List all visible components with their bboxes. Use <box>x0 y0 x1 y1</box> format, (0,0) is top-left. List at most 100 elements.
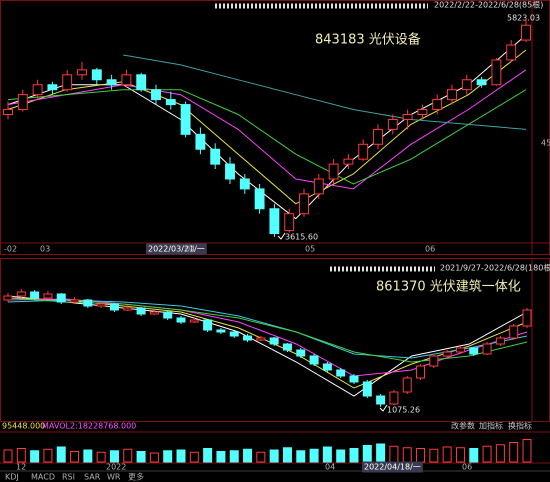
tab[interactable]: MACD <box>31 473 55 482</box>
candle-body <box>522 309 532 327</box>
volume-bar <box>282 447 292 463</box>
volume-bar <box>416 448 426 463</box>
tab[interactable]: WR <box>107 473 121 482</box>
candle-body <box>491 59 502 86</box>
volume-bar <box>149 452 159 463</box>
candle-body <box>269 208 280 235</box>
candle-body <box>506 44 517 61</box>
candle-body <box>432 99 443 111</box>
candle-body <box>521 24 531 41</box>
top-title: 843183 光伏设备 <box>315 32 421 48</box>
volume-bar <box>163 450 173 463</box>
candle-body <box>349 375 359 383</box>
moving-average <box>7 89 527 185</box>
candle-body <box>136 74 147 91</box>
candle-body <box>165 99 176 106</box>
volume-bar <box>376 443 386 463</box>
candle-body <box>47 84 58 91</box>
candle-body <box>30 291 40 299</box>
volume-bar <box>389 445 399 463</box>
volume-bar <box>309 448 319 463</box>
x-tick-label: 06 <box>462 463 472 472</box>
x-tick-label: 05 <box>305 245 315 254</box>
volume-bar <box>56 446 66 463</box>
candle-body <box>509 325 519 339</box>
volume-bar <box>83 449 93 463</box>
low-label: 1075.26 <box>387 406 420 415</box>
volume-bar <box>429 448 439 463</box>
candle-body <box>210 148 221 165</box>
x-tick-label: 2022/03/21/一 <box>148 245 205 254</box>
candle-body <box>482 343 492 355</box>
x-tick-label: 06 <box>425 245 435 254</box>
volume-bar <box>469 448 479 463</box>
candle-body <box>195 133 206 150</box>
volume-bar <box>349 448 359 463</box>
candle-body <box>461 79 472 91</box>
volume-bar <box>442 446 452 463</box>
candle-body <box>389 391 399 405</box>
volume-bar <box>30 450 40 463</box>
candle-body <box>269 337 279 345</box>
candle-body <box>336 369 346 377</box>
candle-body <box>313 178 324 195</box>
top-header: 2022/2/22-2022/6/28(85根) <box>434 0 543 10</box>
candle-body <box>309 355 319 365</box>
volume-bar <box>109 450 119 463</box>
tab[interactable]: 更多 <box>128 472 144 482</box>
candle-body <box>429 355 439 367</box>
x-tick-label: 2022 <box>106 463 126 472</box>
candle-body <box>225 163 235 180</box>
candle-body <box>16 291 26 297</box>
candle-body <box>96 303 106 307</box>
candle-body <box>416 365 426 379</box>
volume-bar <box>243 448 253 463</box>
x-tick-label: 04 <box>325 463 335 472</box>
moving-average <box>7 299 528 359</box>
candle-body <box>123 307 133 311</box>
candle-body <box>417 109 428 116</box>
tab[interactable]: KDJ <box>5 473 19 482</box>
candle-body <box>180 104 191 135</box>
candle-body <box>328 163 339 180</box>
candle-body <box>387 118 398 130</box>
low-arrow <box>277 232 286 240</box>
volume-bar <box>296 450 306 463</box>
candle-body <box>91 69 102 81</box>
moving-average <box>7 297 528 389</box>
candle-body <box>216 329 226 333</box>
high-label: 5823.03 <box>507 14 540 23</box>
candle-body <box>176 317 186 323</box>
moving-average <box>123 54 527 130</box>
volume-bar <box>522 439 532 463</box>
candle-body <box>239 178 250 190</box>
moving-average <box>7 297 528 363</box>
low-label: 3615.60 <box>285 233 318 242</box>
candle-body <box>3 295 13 301</box>
volume-bar <box>402 447 412 463</box>
x-tick-label: 03 <box>40 245 50 254</box>
candle-body <box>3 109 13 116</box>
button[interactable]: 换指标 <box>508 421 532 431</box>
candle-body <box>455 347 465 353</box>
moving-average <box>7 295 528 397</box>
candle-body <box>106 79 117 86</box>
volume-bar <box>123 448 133 463</box>
candle-body <box>296 349 306 357</box>
tab[interactable]: SAR <box>84 473 101 482</box>
candle-body <box>149 311 159 315</box>
candle-body <box>299 193 309 215</box>
candle-body <box>62 74 73 91</box>
candle-body <box>373 128 383 145</box>
candle-body <box>358 143 369 160</box>
tab[interactable]: RSI <box>62 473 75 482</box>
button[interactable]: 改参数 <box>451 421 475 431</box>
button[interactable]: 加指标 <box>479 421 503 431</box>
volume-bar <box>256 451 266 463</box>
candle-body <box>495 337 505 345</box>
candle-body <box>77 69 87 76</box>
moving-average <box>7 298 528 377</box>
volume-bar <box>495 444 505 463</box>
candle-body <box>83 299 93 307</box>
